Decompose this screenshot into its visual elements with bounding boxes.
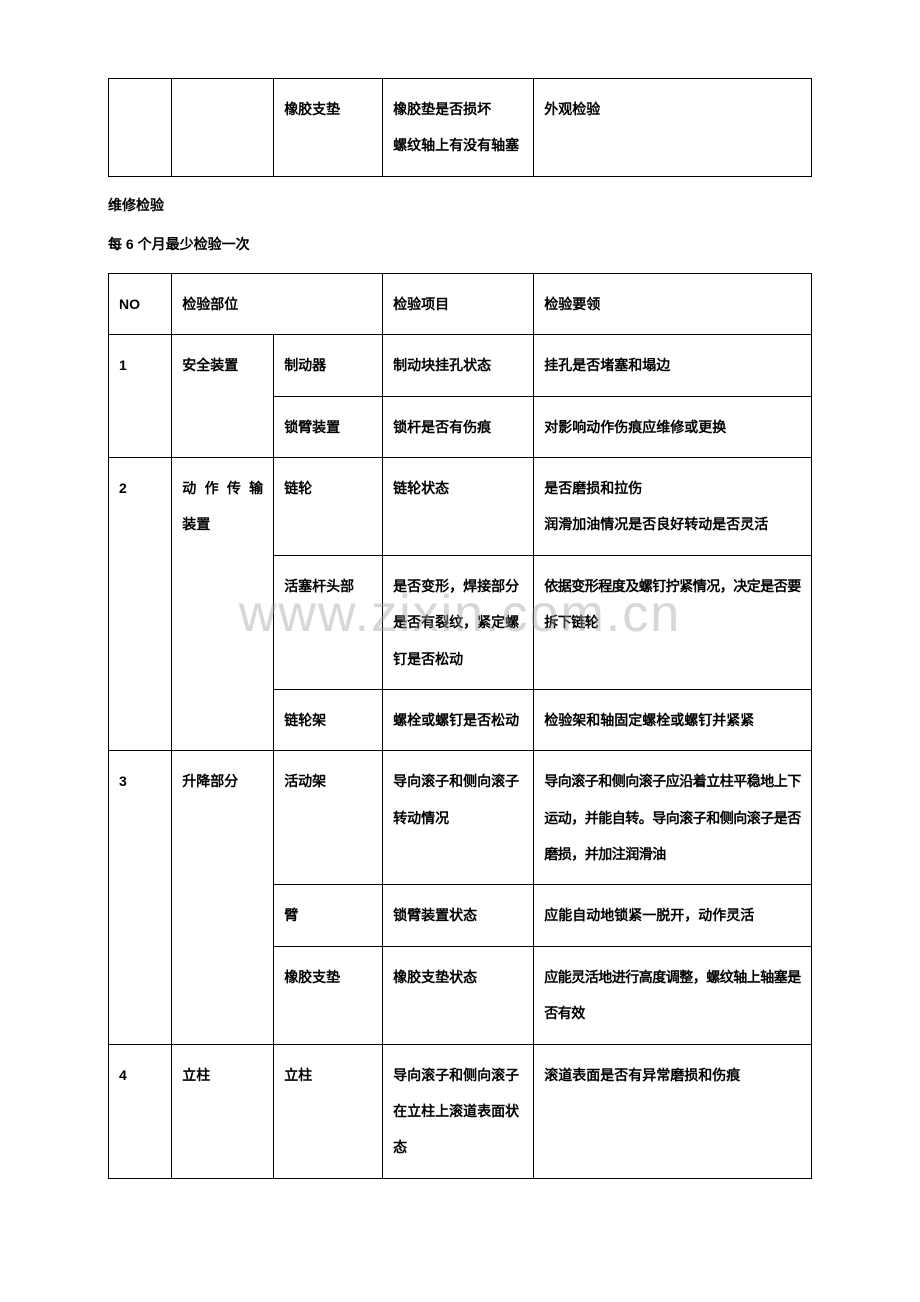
cell-site: 立柱 xyxy=(172,1044,274,1178)
cell-component: 橡胶支垫 xyxy=(274,946,383,1044)
cell-item: 制动块挂孔状态 xyxy=(383,335,534,396)
cell-item: 螺栓或螺钉是否松动 xyxy=(383,689,534,750)
cell-no: 4 xyxy=(109,1044,172,1178)
cell-component: 活塞杆头部 xyxy=(274,555,383,689)
cell-method: 挂孔是否堵塞和塌边 xyxy=(534,335,812,396)
cell-no: 1 xyxy=(109,335,172,458)
section-subtext: 每 6 个月最少检验一次 xyxy=(108,234,812,255)
cell-item: 橡胶垫是否损坏 螺纹轴上有没有轴塞 xyxy=(383,79,534,177)
cell-component: 臂 xyxy=(274,885,383,946)
table-top-fragment: 橡胶支垫 橡胶垫是否损坏 螺纹轴上有没有轴塞 外观检验 xyxy=(108,78,812,177)
header-site: 检验部位 xyxy=(172,273,383,334)
cell-item: 导向滚子和侧向滚子转动情况 xyxy=(383,751,534,885)
cell-method: 依据变形程度及螺钉拧紧情况，决定是否要拆下链轮 xyxy=(534,555,812,689)
section-title: 维修检验 xyxy=(108,195,812,216)
cell-item: 锁臂装置状态 xyxy=(383,885,534,946)
header-item: 检验项目 xyxy=(383,273,534,334)
cell-no: 2 xyxy=(109,457,172,750)
cell-method: 滚道表面是否有异常磨损和伤痕 xyxy=(534,1044,812,1178)
cell-item: 链轮状态 xyxy=(383,457,534,555)
cell-component: 活动架 xyxy=(274,751,383,885)
cell-component: 链轮架 xyxy=(274,689,383,750)
cell-item: 锁杆是否有伤痕 xyxy=(383,396,534,457)
cell-component: 橡胶支垫 xyxy=(274,79,383,177)
cell-method: 应能灵活地进行高度调整，螺纹轴上轴塞是否有效 xyxy=(534,946,812,1044)
cell-blank xyxy=(109,79,172,177)
cell-method: 外观检验 xyxy=(534,79,812,177)
header-no: NO xyxy=(109,273,172,334)
cell-method: 是否磨损和拉伤 润滑加油情况是否良好转动是否灵活 xyxy=(534,457,812,555)
cell-component: 制动器 xyxy=(274,335,383,396)
table-row: 4 立柱 立柱 导向滚子和侧向滚子在立柱上滚道表面状态 滚道表面是否有异常磨损和… xyxy=(109,1044,812,1178)
cell-item: 导向滚子和侧向滚子在立柱上滚道表面状态 xyxy=(383,1044,534,1178)
cell-method: 对影响动作伤痕应维修或更换 xyxy=(534,396,812,457)
maintenance-table: NO 检验部位 检验项目 检验要领 1 安全装置 制动器 制动块挂孔状态 挂孔是… xyxy=(108,273,812,1179)
cell-item: 橡胶支垫状态 xyxy=(383,946,534,1044)
cell-component: 立柱 xyxy=(274,1044,383,1178)
table-row: 3 升降部分 活动架 导向滚子和侧向滚子转动情况 导向滚子和侧向滚子应沿着立柱平… xyxy=(109,751,812,885)
cell-component: 链轮 xyxy=(274,457,383,555)
table-row: 橡胶支垫 橡胶垫是否损坏 螺纹轴上有没有轴塞 外观检验 xyxy=(109,79,812,177)
cell-method: 导向滚子和侧向滚子应沿着立柱平稳地上下运动，并能自转。导向滚子和侧向滚子是否磨损… xyxy=(534,751,812,885)
table-row: 1 安全装置 制动器 制动块挂孔状态 挂孔是否堵塞和塌边 xyxy=(109,335,812,396)
header-method: 检验要领 xyxy=(534,273,812,334)
cell-blank xyxy=(172,79,274,177)
cell-site: 安全装置 xyxy=(172,335,274,458)
cell-method: 检验架和轴固定螺栓或螺钉并紧紧 xyxy=(534,689,812,750)
cell-method: 应能自动地锁紧一脱开，动作灵活 xyxy=(534,885,812,946)
cell-item: 是否变形，焊接部分是否有裂纹，紧定螺钉是否松动 xyxy=(383,555,534,689)
cell-site: 升降部分 xyxy=(172,751,274,1044)
table-header-row: NO 检验部位 检验项目 检验要领 xyxy=(109,273,812,334)
cell-site: 动 作 传 输 装置 xyxy=(172,457,274,750)
table-row: 2 动 作 传 输 装置 链轮 链轮状态 是否磨损和拉伤 润滑加油情况是否良好转… xyxy=(109,457,812,555)
cell-no: 3 xyxy=(109,751,172,1044)
cell-component: 锁臂装置 xyxy=(274,396,383,457)
